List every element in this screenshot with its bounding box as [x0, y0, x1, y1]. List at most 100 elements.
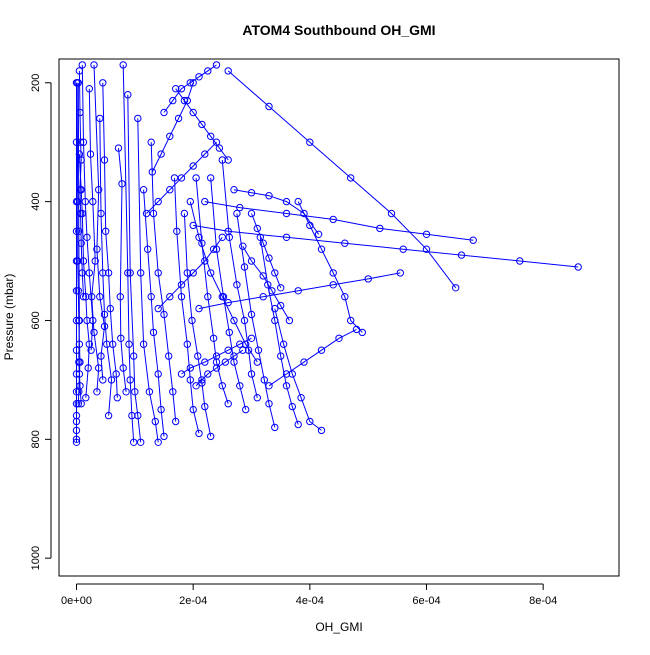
data-point	[119, 61, 127, 69]
data-point	[183, 340, 192, 348]
data-point	[195, 304, 203, 313]
data-point	[72, 435, 81, 443]
series-line	[174, 177, 200, 434]
data-point	[204, 370, 212, 378]
data-point	[78, 269, 87, 277]
data-point	[195, 233, 203, 242]
data-point	[317, 346, 326, 354]
data-point	[376, 224, 384, 233]
data-point	[166, 186, 174, 194]
data-point	[151, 417, 160, 426]
data-point	[130, 438, 138, 446]
series-line	[221, 159, 258, 398]
data-point	[516, 257, 524, 265]
data-point	[183, 96, 192, 105]
data-point	[124, 269, 132, 277]
data-point	[192, 174, 200, 182]
data-point	[288, 402, 296, 411]
data-point	[204, 293, 212, 301]
data-point	[189, 108, 197, 117]
data-point	[265, 254, 273, 262]
data-point	[574, 263, 582, 271]
series-line	[204, 201, 474, 241]
series-11	[119, 61, 138, 446]
series-15	[147, 138, 180, 426]
data-point	[144, 245, 152, 253]
data-point	[81, 197, 90, 206]
data-point	[174, 114, 183, 123]
data-point	[277, 301, 285, 310]
data-point	[358, 328, 366, 337]
data-point	[317, 245, 326, 253]
data-point	[452, 284, 460, 292]
series-line	[195, 177, 229, 404]
series-line	[157, 237, 223, 309]
data-point	[265, 382, 273, 390]
data-point	[364, 275, 372, 283]
data-point	[352, 325, 361, 334]
data-point	[117, 334, 125, 342]
data-point	[97, 209, 105, 218]
data-point	[131, 388, 139, 396]
data-point	[212, 364, 221, 372]
data-point	[177, 370, 186, 378]
series-22	[256, 233, 302, 429]
series-line	[259, 237, 299, 425]
data-point	[118, 180, 126, 188]
series-line	[99, 118, 113, 416]
data-point	[137, 438, 145, 446]
data-point	[102, 227, 110, 236]
data-point	[125, 340, 133, 348]
series-line	[297, 201, 363, 333]
data-point	[469, 236, 477, 244]
data-point	[240, 316, 249, 325]
series-line	[118, 148, 127, 392]
data-point	[233, 281, 241, 289]
data-point	[93, 388, 101, 396]
data-point	[177, 85, 186, 93]
data-point	[100, 310, 109, 319]
series-38	[247, 209, 285, 292]
data-point	[97, 352, 105, 360]
data-point	[209, 245, 218, 253]
data-point	[160, 310, 168, 319]
data-point	[201, 257, 209, 265]
series-line	[78, 70, 84, 297]
data-point	[277, 284, 285, 292]
data-point	[201, 358, 209, 366]
data-point	[265, 400, 273, 408]
data-point	[236, 203, 244, 212]
data-point	[83, 233, 91, 242]
y-tick-label: 600	[30, 311, 42, 329]
data-point	[341, 293, 349, 301]
data-point	[78, 61, 87, 69]
series-39	[239, 242, 294, 325]
data-point	[207, 174, 215, 182]
data-point	[204, 67, 212, 75]
series-29	[195, 269, 404, 313]
data-point	[294, 197, 302, 206]
series-line	[88, 88, 100, 392]
data-point	[183, 269, 192, 277]
data-point	[201, 197, 209, 206]
x-tick-label: 6e-04	[412, 595, 440, 607]
data-point	[86, 150, 95, 158]
data-point	[259, 239, 267, 247]
data-point	[189, 79, 197, 87]
data-point	[242, 405, 250, 414]
data-point	[72, 388, 81, 396]
data-point	[264, 281, 272, 289]
data-point	[207, 432, 215, 441]
data-point	[173, 227, 181, 236]
data-point	[77, 239, 85, 247]
series-13	[134, 114, 162, 446]
data-point	[224, 67, 232, 75]
series-3	[75, 67, 88, 301]
data-point	[282, 382, 291, 390]
data-point	[147, 293, 155, 301]
data-point	[72, 138, 81, 146]
data-point	[212, 352, 221, 360]
series-8	[96, 114, 116, 420]
data-point	[306, 417, 314, 426]
